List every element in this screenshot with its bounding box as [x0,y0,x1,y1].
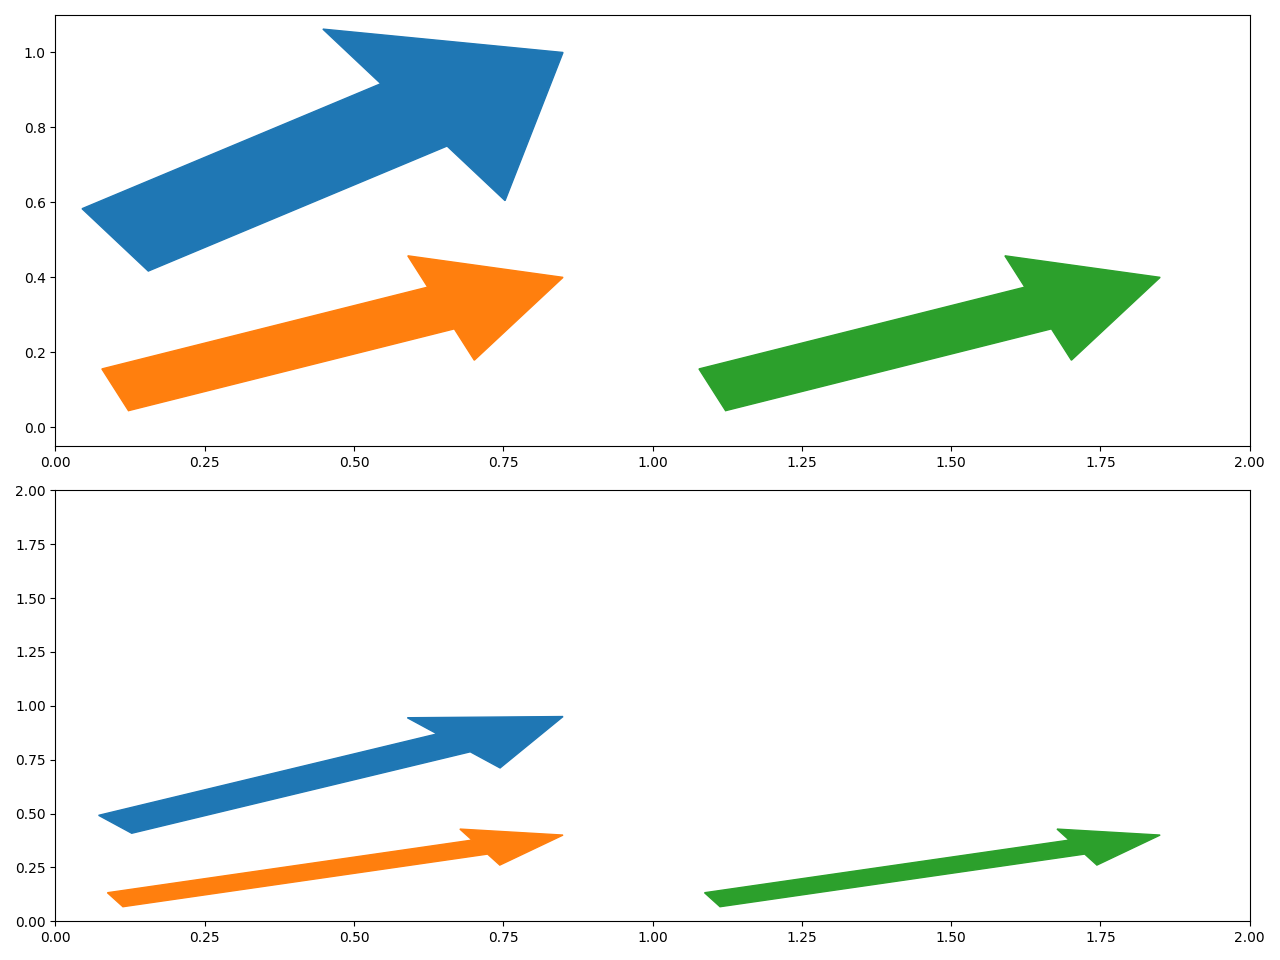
FancyArrow shape [99,716,563,833]
FancyArrow shape [108,829,563,907]
FancyArrow shape [699,255,1160,411]
FancyArrow shape [82,29,563,271]
FancyArrow shape [102,255,563,411]
FancyArrow shape [704,829,1160,907]
